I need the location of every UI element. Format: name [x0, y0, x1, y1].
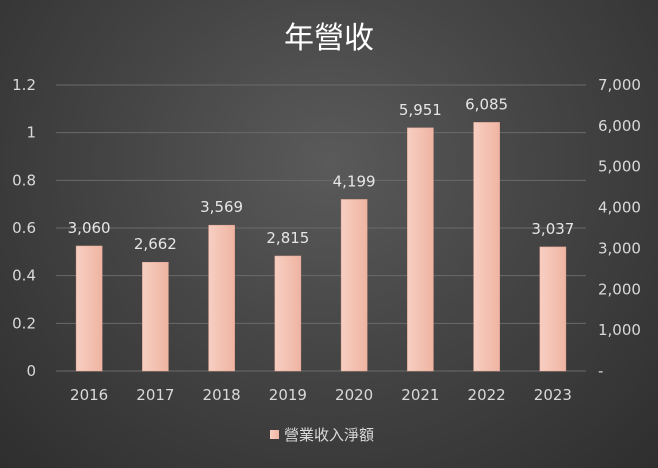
right-tick-label: 1,000: [598, 321, 641, 339]
data-label: 2,662: [134, 235, 177, 253]
left-tick-label: 0.4: [12, 267, 36, 285]
data-label: 5,951: [399, 101, 442, 119]
right-tick-label: 7,000: [598, 76, 641, 94]
x-tick-label: 2017: [136, 386, 174, 404]
data-label: 3,060: [68, 219, 111, 237]
data-label: 6,085: [465, 95, 508, 113]
bar: [75, 245, 103, 372]
x-tick-label: 2022: [468, 386, 506, 404]
left-tick-label: 0.8: [12, 171, 36, 189]
chart-title: 年營收: [284, 21, 374, 56]
x-tick-label: 2019: [269, 386, 307, 404]
left-tick-label: 1.2: [12, 76, 36, 94]
data-label: 4,199: [333, 172, 376, 190]
legend-swatch: [270, 430, 279, 439]
data-label: 2,815: [266, 229, 309, 247]
x-tick-label: 2023: [534, 386, 572, 404]
left-tick-label: 0.2: [12, 314, 36, 332]
right-axis-ticks: - 1,000 2,000 3,000 4,000 5,000 6,000 7,000: [598, 76, 641, 380]
legend: 營業收入淨額: [270, 426, 374, 444]
right-tick-label: 6,000: [598, 117, 641, 135]
x-tick-label: 2020: [335, 386, 373, 404]
legend-label: 營業收入淨額: [284, 426, 374, 444]
bar: [208, 224, 235, 372]
bar: [473, 122, 500, 372]
bar: [407, 127, 434, 372]
right-tick-label: 2,000: [598, 280, 641, 298]
gridlines: [56, 84, 586, 372]
left-axis-ticks: 0 0.2 0.4 0.6 0.8 1 1.2: [12, 76, 36, 380]
right-tick-label: 3,000: [598, 239, 641, 257]
data-label: 3,037: [531, 220, 574, 238]
right-tick-label: -: [598, 362, 603, 380]
x-axis-ticks: 2016 2017 2018 2019 2020 2021 2022 2023: [70, 386, 572, 404]
right-tick-label: 4,000: [598, 199, 641, 217]
data-labels: 3,060 2,662 3,569 2,815 4,199 5,951 6,085 3,037: [68, 95, 575, 253]
x-tick-label: 2016: [70, 386, 108, 404]
x-tick-label: 2018: [203, 386, 241, 404]
x-tick-label: 2021: [401, 386, 439, 404]
left-tick-label: 0.6: [12, 219, 36, 237]
data-label: 3,569: [200, 198, 243, 216]
bar: [274, 255, 302, 372]
right-tick-label: 5,000: [598, 158, 641, 176]
bar: [539, 246, 567, 372]
left-tick-label: 0: [26, 362, 36, 380]
bar: [340, 199, 368, 372]
bar: [142, 261, 169, 372]
bars: [75, 122, 567, 372]
left-tick-label: 1: [26, 124, 36, 142]
